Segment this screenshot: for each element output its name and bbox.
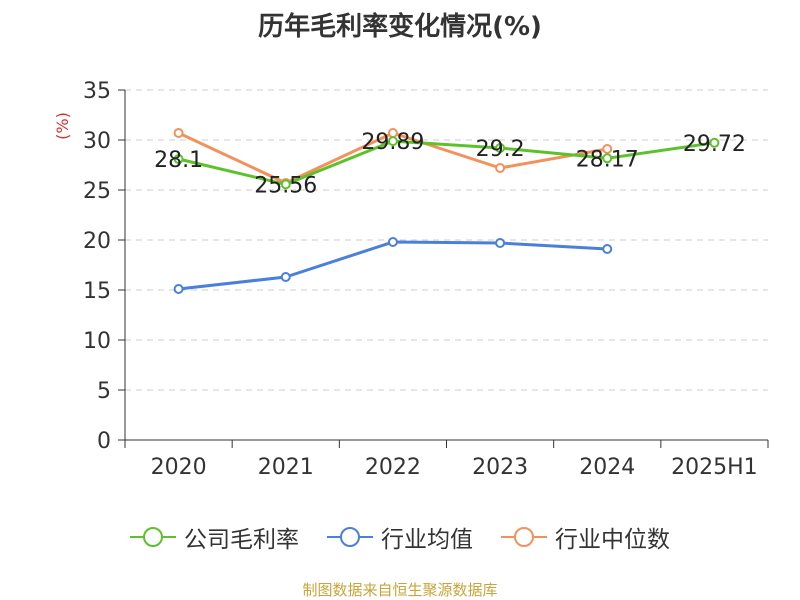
- axis-layer: 0 5 10 15 20 25 30 35 (%) 2020 2021 2022 2023 2024 202…: [53, 79, 769, 480]
- data-point: [280, 179, 291, 190]
- x-tick-label: 2020: [151, 455, 207, 480]
- data-point: [495, 163, 506, 173]
- legend-swatch-industry-mean: [327, 527, 373, 547]
- legend-label-company: 公司毛利率: [184, 527, 299, 553]
- data-point: [280, 272, 291, 282]
- data-point: [495, 143, 506, 153]
- chart-legend: 公司毛利率 行业均值 行业中位数: [0, 520, 800, 554]
- data-label: 25.56: [254, 173, 317, 198]
- x-tick-label: 2023: [472, 455, 528, 480]
- y-tick-label: 15: [83, 279, 111, 304]
- series-layer: [173, 128, 720, 294]
- data-point: [602, 144, 613, 154]
- label-layer: 28.1 25.56 29.89 29.2 28.17 29.72: [154, 130, 746, 198]
- legend-swatch-company: [130, 527, 176, 547]
- source-note: 制图数据来自恒生聚源数据库: [302, 581, 498, 599]
- data-label: 29.89: [361, 130, 424, 155]
- chart-title: 历年毛利率变化情况(%): [258, 12, 542, 42]
- data-label: 29.2: [476, 137, 525, 162]
- data-point: [173, 284, 184, 294]
- data-point: [387, 136, 398, 147]
- y-tick-label: 20: [83, 229, 111, 254]
- x-tick-label: 2025H1: [671, 455, 758, 480]
- legend-item-industry-mean[interactable]: 行业均值: [327, 520, 473, 554]
- x-tick-label: 2021: [258, 455, 314, 480]
- series-line-0: [178, 139, 715, 186]
- data-point: [387, 237, 398, 247]
- y-tick-label: 35: [83, 79, 111, 104]
- data-point: [602, 153, 613, 164]
- legend-label-industry-mean: 行业均值: [381, 527, 473, 553]
- x-tick-label: 2022: [365, 455, 421, 480]
- data-point: [495, 238, 506, 248]
- legend-item-company[interactable]: 公司毛利率: [130, 520, 299, 554]
- data-point: [173, 154, 184, 164]
- y-tick-label: 30: [83, 129, 111, 154]
- y-tick-label: 0: [97, 429, 111, 454]
- y-tick-label: 5: [97, 379, 111, 404]
- grid-layer: [125, 89, 768, 391]
- y-axis-label: (%): [53, 112, 72, 140]
- y-tick-label: 25: [83, 179, 111, 204]
- data-label: 29.72: [683, 132, 746, 157]
- legend-swatch-industry-median: [501, 527, 547, 547]
- legend-item-industry-median[interactable]: 行业中位数: [501, 520, 670, 554]
- series-line-1: [178, 240, 608, 291]
- data-point: [173, 128, 184, 138]
- legend-label-industry-median: 行业中位数: [555, 527, 670, 553]
- data-point: [709, 137, 720, 148]
- data-point: [602, 244, 613, 254]
- data-label: 28.17: [576, 147, 639, 172]
- y-tick-label: 10: [83, 329, 111, 354]
- x-tick-label: 2024: [579, 455, 635, 480]
- data-label: 28.1: [154, 148, 203, 173]
